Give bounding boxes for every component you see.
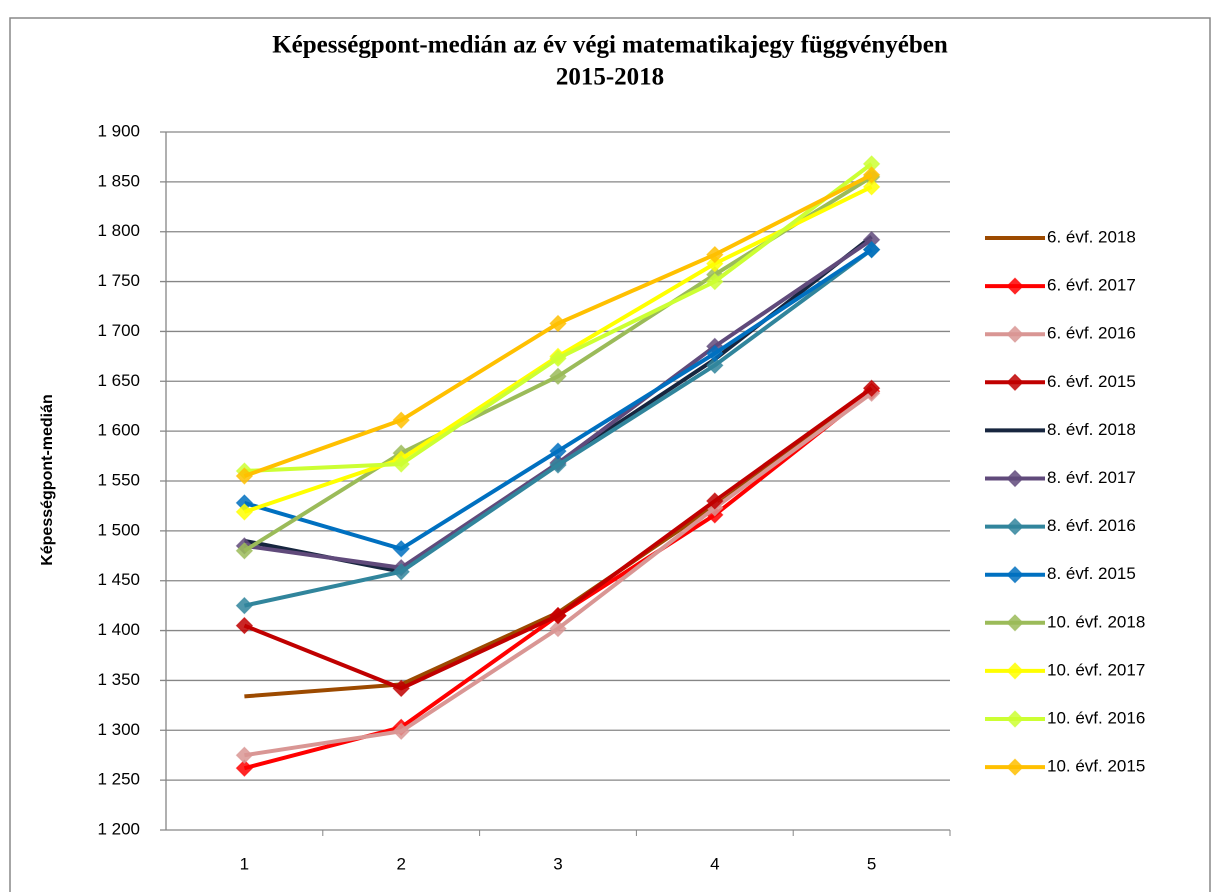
legend-marker bbox=[1006, 662, 1024, 680]
data-point bbox=[862, 379, 881, 397]
data-point bbox=[862, 166, 881, 184]
y-tick-label: 1 350 bbox=[97, 670, 140, 689]
data-point bbox=[862, 240, 881, 259]
data-point bbox=[549, 456, 567, 474]
data-point bbox=[235, 616, 254, 635]
y-tick-label: 1 600 bbox=[97, 421, 140, 440]
legend-label: 10. évf. 2018 bbox=[1047, 612, 1145, 631]
data-point bbox=[235, 503, 254, 521]
y-tick-label: 1 650 bbox=[97, 371, 140, 390]
data-point bbox=[549, 367, 567, 386]
data-point bbox=[549, 606, 567, 625]
legend-marker bbox=[1006, 710, 1024, 728]
data-point bbox=[706, 245, 724, 264]
legend-label: 8. évf. 2016 bbox=[1047, 516, 1136, 535]
y-tick-label: 1 750 bbox=[97, 271, 140, 290]
y-tick-label: 1 700 bbox=[97, 321, 140, 340]
legend-label: 6. évf. 2016 bbox=[1047, 324, 1136, 343]
data-point bbox=[549, 314, 567, 333]
legend-marker bbox=[1006, 758, 1024, 776]
legend-label: 8. évf. 2017 bbox=[1047, 468, 1136, 487]
data-point bbox=[235, 467, 254, 485]
legend-label: 8. évf. 2015 bbox=[1047, 564, 1136, 583]
y-axis-label: Képességpont-medián bbox=[39, 394, 56, 566]
data-point bbox=[706, 254, 724, 273]
x-tick-label: 4 bbox=[710, 854, 719, 873]
y-tick-label: 1 550 bbox=[97, 470, 140, 489]
data-point bbox=[235, 746, 254, 764]
legend-marker bbox=[1006, 517, 1024, 536]
x-tick-label: 3 bbox=[553, 854, 562, 873]
data-point bbox=[392, 722, 410, 740]
legend-marker bbox=[1006, 277, 1024, 295]
y-tick-label: 1 500 bbox=[97, 520, 140, 539]
data-point bbox=[392, 411, 410, 429]
y-tick-label: 1 800 bbox=[97, 221, 140, 240]
chart-title: 2015-2018 bbox=[556, 64, 664, 91]
data-point bbox=[549, 619, 567, 638]
y-tick-label: 1 250 bbox=[97, 770, 140, 789]
y-tick-label: 1 900 bbox=[97, 121, 140, 140]
legend-label: 10. évf. 2017 bbox=[1047, 660, 1145, 679]
data-point bbox=[549, 349, 567, 368]
x-tick-label: 5 bbox=[867, 854, 876, 873]
legend-label: 6. évf. 2017 bbox=[1047, 276, 1136, 295]
legend-label: 10. évf. 2015 bbox=[1047, 757, 1145, 776]
data-point bbox=[235, 596, 254, 615]
chart-frame bbox=[9, 17, 1211, 892]
legend-label: 6. évf. 2018 bbox=[1047, 227, 1136, 246]
y-tick-label: 1 400 bbox=[97, 620, 140, 639]
data-point bbox=[392, 455, 410, 473]
x-tick-label: 2 bbox=[396, 854, 405, 873]
data-point bbox=[392, 540, 410, 558]
chart-title: Képességpont-medián az év végi matematik… bbox=[272, 32, 948, 59]
data-point bbox=[392, 679, 410, 698]
data-point bbox=[862, 178, 881, 196]
legend-label: 8. évf. 2018 bbox=[1047, 420, 1136, 439]
y-tick-label: 1 850 bbox=[97, 171, 140, 190]
data-point bbox=[706, 272, 724, 291]
legend-marker bbox=[1006, 614, 1024, 632]
y-tick-label: 1 300 bbox=[97, 720, 140, 739]
x-tick-label: 1 bbox=[240, 854, 249, 873]
legend-label: 10. évf. 2016 bbox=[1047, 708, 1145, 727]
data-point bbox=[706, 356, 724, 375]
legend-marker bbox=[1006, 373, 1024, 392]
y-tick-label: 1 200 bbox=[97, 819, 140, 838]
legend-marker bbox=[1006, 469, 1024, 488]
legend-marker bbox=[1006, 325, 1024, 343]
data-point bbox=[549, 442, 567, 460]
data-point bbox=[392, 563, 410, 581]
legend-marker bbox=[1006, 565, 1024, 584]
data-point bbox=[706, 344, 724, 363]
data-point bbox=[235, 759, 254, 777]
data-point bbox=[706, 492, 724, 510]
data-point bbox=[235, 542, 254, 560]
legend-label: 6. évf. 2015 bbox=[1047, 372, 1136, 391]
y-tick-label: 1 450 bbox=[97, 570, 140, 589]
